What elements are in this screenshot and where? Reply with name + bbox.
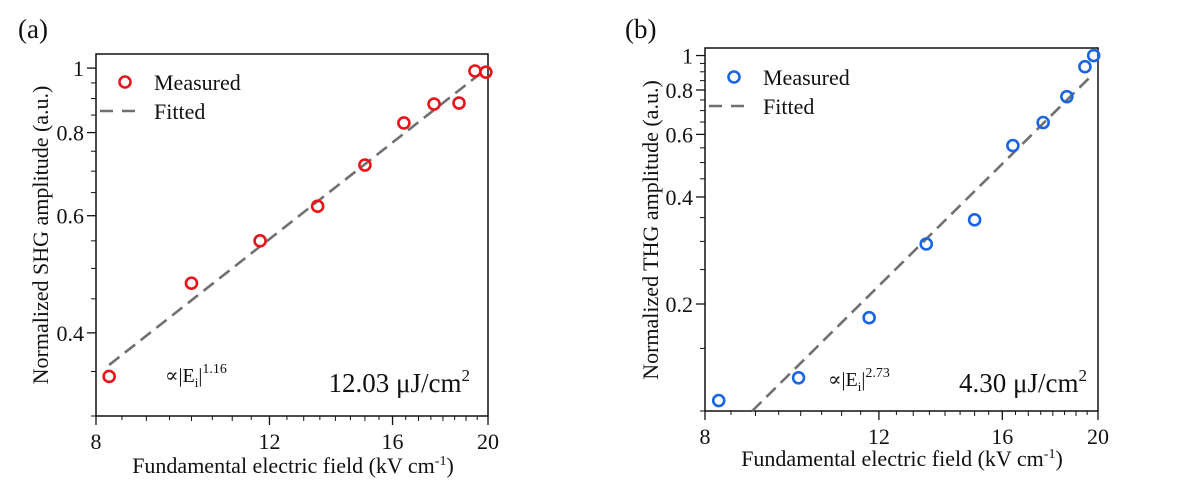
legend-label-measured: Measured bbox=[154, 70, 241, 95]
legend-label-fitted: Fitted bbox=[763, 94, 814, 119]
y-tick-label: 0.6 bbox=[57, 204, 85, 229]
data-point-measured bbox=[479, 65, 493, 79]
x-tick-label: 8 bbox=[700, 424, 711, 449]
x-tick-label: 20 bbox=[1087, 424, 1109, 449]
data-point-measured bbox=[310, 199, 325, 214]
fluence-value: 4.30 μJ/cm bbox=[959, 368, 1078, 398]
data-point-measured bbox=[862, 310, 876, 325]
x-tick-label: 12 bbox=[258, 429, 280, 454]
power-law-annotation: ∝|Ei|1.16 bbox=[165, 362, 227, 390]
data-point-measured bbox=[1006, 138, 1020, 153]
y-tick-label: 0.8 bbox=[666, 78, 694, 103]
data-point-measured bbox=[1078, 59, 1092, 74]
fluence-sup: 2 bbox=[1079, 366, 1088, 385]
x-axis-title-text: Fundamental electric field (kV cm bbox=[741, 446, 1044, 471]
legend-label-fitted: Fitted bbox=[154, 99, 205, 124]
data-point-measured bbox=[427, 97, 441, 111]
panel-label: (a) bbox=[18, 14, 48, 44]
annotation-prefix: ∝|E bbox=[828, 369, 858, 391]
panel-label: (b) bbox=[625, 14, 656, 44]
x-axis-title: Fundamental electric field (kV cm-1) bbox=[132, 453, 454, 478]
y-tick-label: 0.4 bbox=[57, 321, 85, 346]
y-tick-label: 1 bbox=[682, 44, 693, 69]
fluence-sup: 2 bbox=[462, 366, 471, 385]
x-axis-title-end: ) bbox=[1055, 446, 1062, 471]
data-point-measured bbox=[358, 158, 372, 172]
legend-marker-measured bbox=[727, 70, 741, 84]
x-tick-label: 12 bbox=[868, 424, 890, 449]
data-point-measured bbox=[1086, 48, 1101, 63]
data-point-measured bbox=[102, 369, 116, 384]
data-point-measured bbox=[253, 234, 267, 248]
data-point-measured bbox=[184, 276, 199, 291]
data-point-measured bbox=[468, 64, 482, 78]
annotation-sup: 2.73 bbox=[865, 366, 890, 381]
panel-b: (b) 8 12 16 20 0.2 0.4 0.6 0.8 1 Fundamental elect… bbox=[625, 14, 1109, 471]
data-point-measured bbox=[452, 96, 466, 110]
data-point-measured bbox=[1036, 115, 1050, 130]
fluence-label: 4.30 μJ/cm2 bbox=[959, 366, 1087, 398]
annotation-sub: i bbox=[195, 375, 199, 390]
y-tick-label: 0.6 bbox=[666, 122, 694, 147]
data-point-measured bbox=[397, 116, 411, 130]
legend-label-measured: Measured bbox=[763, 65, 850, 90]
x-axis-title-sup: -1 bbox=[1044, 447, 1056, 462]
x-tick-label: 8 bbox=[91, 429, 102, 454]
fitted-line bbox=[751, 72, 1095, 412]
x-axis-title-text: Fundamental electric field (kV cm bbox=[132, 453, 435, 478]
y-tick-label: 0.4 bbox=[666, 185, 694, 210]
annotation-sub: i bbox=[858, 379, 862, 394]
x-tick-label: 16 bbox=[991, 424, 1013, 449]
annotation-bar: | bbox=[198, 365, 202, 387]
y-tick-label: 1 bbox=[73, 56, 84, 81]
panel-a: (a) 8 12 16 20 0.4 0.6 0.8 1 Fundamental electric… bbox=[18, 14, 499, 478]
fluence-label: 12.03 μJ/cm2 bbox=[329, 366, 470, 398]
data-point-measured bbox=[919, 237, 934, 251]
y-tick-label: 0.2 bbox=[666, 292, 694, 317]
annotation-prefix: ∝|E bbox=[165, 365, 195, 387]
data-point-measured bbox=[1060, 89, 1074, 104]
fluence-value: 12.03 μJ/cm bbox=[329, 368, 462, 398]
annotation-sup: 1.16 bbox=[202, 362, 227, 377]
x-axis-title-sup: -1 bbox=[435, 454, 447, 469]
x-axis-title: Fundamental electric field (kV cm-1) bbox=[741, 446, 1063, 471]
y-axis-title: Normalized THG amplitude (a.u.) bbox=[638, 80, 663, 380]
y-axis-title: Normalized SHG amplitude (a.u.) bbox=[28, 86, 53, 385]
annotation-bar: | bbox=[861, 369, 865, 391]
legend-marker-measured bbox=[118, 75, 132, 89]
plot-frame bbox=[704, 47, 1099, 412]
power-law-annotation: ∝|Ei|2.73 bbox=[828, 366, 890, 394]
y-tick-label: 0.8 bbox=[57, 121, 85, 146]
data-point-measured bbox=[967, 213, 982, 227]
plot-frame bbox=[95, 53, 489, 417]
data-point-measured bbox=[711, 393, 726, 408]
x-tick-label: 16 bbox=[382, 429, 404, 454]
x-axis-title-end: ) bbox=[446, 453, 453, 478]
data-point-measured bbox=[791, 370, 806, 385]
x-tick-label: 20 bbox=[477, 429, 499, 454]
